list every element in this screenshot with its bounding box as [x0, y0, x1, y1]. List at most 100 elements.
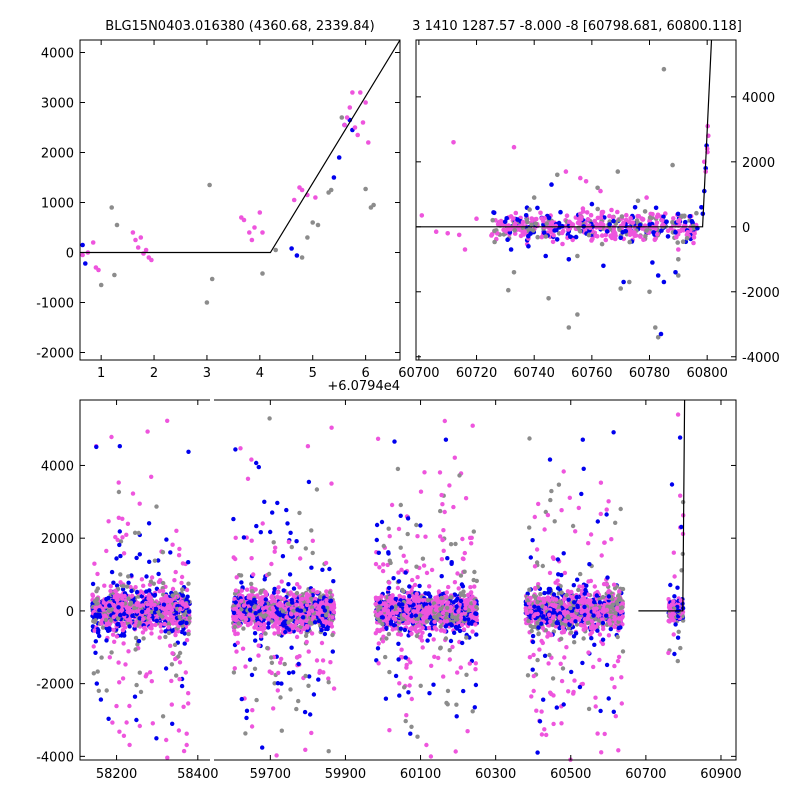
panel-a-magenta-point: [347, 105, 353, 110]
panel-c-seg1-gray-point: [455, 617, 460, 622]
panel-c-seg1-gray-point: [241, 626, 246, 631]
panel-b-magenta-point: [610, 215, 616, 220]
panel-c-seg1-magenta-point: [251, 615, 256, 621]
panel-c-seg1-blue-point: [407, 584, 412, 589]
panel-c-seg0-gray-point: [174, 673, 179, 678]
panel-b-magenta-point: [578, 175, 583, 181]
panel-c-seg1-blue-point: [322, 608, 328, 613]
panel-c-seg1-blue-point: [266, 625, 271, 630]
panel-c-seg0-blue-point: [90, 581, 96, 587]
panel-a-magenta-point: [299, 187, 305, 193]
panel-c-seg1-magenta-point: [424, 610, 429, 615]
panel-c-seg0-blue-point: [184, 620, 189, 626]
panel-c-seg1-gray-point: [286, 620, 291, 625]
panel-c-seg1-gray-point: [461, 593, 467, 598]
panel-c-seg1-magenta-point: [262, 621, 267, 627]
panel-c-seg0-magenta-point: [148, 625, 153, 630]
panel-b-gray-point: [490, 217, 496, 223]
panel-c-seg1-magenta-point: [432, 619, 437, 624]
panel-c-seg0-blue-point: [104, 596, 109, 602]
panel-c-seg1-gray-point: [236, 621, 241, 626]
panel-b-magenta-point: [632, 230, 637, 235]
panel-a-y-tick-label: 0: [66, 247, 74, 262]
panel-b-gray-point: [643, 233, 648, 239]
panel-c-seg1-magenta-point: [387, 728, 392, 733]
panel-a-y-tick-label: 1000: [41, 197, 74, 212]
panel-c-seg1-gray-point: [457, 473, 462, 478]
panel-c-seg0-blue-point: [94, 681, 100, 686]
panel-c-seg1-magenta-point: [544, 732, 549, 738]
panel-c-seg1-magenta-point: [418, 634, 424, 639]
panel-c-seg0-magenta-point: [145, 602, 150, 607]
panel-b-gray-point: [682, 213, 687, 219]
panel-b-magenta-point: [507, 226, 513, 232]
panel-c-seg1-magenta-point: [406, 617, 411, 622]
panel-c-seg0-magenta-point: [146, 596, 151, 601]
panel-c-seg1-magenta-point: [306, 599, 311, 604]
panel-b-blue-point: [651, 230, 656, 235]
panel-a-magenta-point: [363, 100, 368, 105]
panel-c-seg0-magenta-point: [152, 602, 157, 608]
panel-c-seg1-blue-point: [253, 611, 258, 616]
panel-c-seg1-blue-point: [473, 611, 478, 616]
panel-b-y-tick-label: -2000: [742, 286, 780, 301]
panel-b-magenta-point: [641, 237, 646, 242]
panel-a-gray-point: [328, 187, 334, 193]
panel-c-seg0-blue-point: [182, 631, 187, 636]
panel-c-seg0-magenta-point: [147, 670, 153, 675]
panel-c-y-tick-label: -4000: [36, 750, 74, 765]
panel-b-gray-point: [655, 335, 661, 340]
panel-c-seg1-magenta-point: [572, 678, 577, 683]
panel-b-magenta-point: [638, 234, 643, 239]
panel-c-seg1-gray-point: [444, 611, 449, 617]
panel-c-seg1-magenta-point: [305, 444, 311, 449]
panel-c-seg1-blue-point: [417, 583, 422, 589]
panel-c-seg1-blue-point: [374, 537, 379, 543]
panel-c-seg1-blue-point: [606, 696, 611, 701]
panel-c-seg1-blue-point: [443, 437, 449, 442]
panel-c-seg1-gray-point: [309, 528, 314, 533]
panel-c-seg0-magenta-point: [137, 723, 142, 729]
panel-c-seg1-gray-point: [418, 613, 423, 618]
panel-c-seg1-blue-point: [231, 610, 237, 616]
panel-c-seg1-gray-point: [243, 731, 248, 736]
panel-b-magenta-point: [462, 247, 468, 252]
panel-b-magenta-point: [560, 241, 565, 247]
panel-c-seg1-magenta-point: [266, 610, 271, 615]
panel-c-seg0-blue-point: [122, 611, 127, 617]
panel-c-seg0-magenta-point: [126, 606, 132, 611]
panel-c-seg0-magenta-point: [176, 553, 182, 558]
panel-c-seg1-magenta-point: [442, 418, 447, 424]
panel-c-seg1-gray-point: [538, 592, 543, 597]
panel-c-seg1-blue-point: [407, 594, 412, 599]
panel-c-seg1-magenta-point: [241, 615, 246, 620]
panel-c-seg1-gray-point: [286, 601, 291, 606]
panel-c-seg0-blue-point: [93, 612, 98, 617]
panel-c-seg0-gray-point: [132, 530, 138, 535]
panel-c-seg1-gray-point: [449, 595, 454, 600]
panel-c-seg1-magenta-point: [272, 631, 277, 636]
panel-c-seg1-blue-point: [320, 567, 325, 572]
panel-b-blue-point: [526, 233, 531, 239]
panel-b-magenta-point: [419, 213, 425, 218]
panel-c-seg0-gray-point: [95, 669, 100, 674]
panel-c-seg1-gray-point: [438, 645, 443, 650]
panel-b-magenta-point: [611, 228, 617, 234]
panel-b-blue-point: [502, 219, 508, 224]
panel-c-seg1-magenta-point: [564, 645, 569, 650]
panel-b-magenta-point: [599, 233, 605, 238]
panel-b-gray-point: [543, 234, 549, 239]
panel-c-seg0-gray-point: [161, 580, 166, 586]
panel-c-seg0-gray-point: [169, 662, 175, 667]
panel-c-seg0-magenta-point: [149, 474, 154, 479]
panel-c-seg0-gray-point: [160, 550, 166, 555]
panel-c-seg1-magenta-point: [294, 655, 300, 660]
panel-c-seg0-magenta-point: [162, 621, 167, 627]
panel-c-seg1-magenta-point: [380, 568, 386, 574]
panel-c-seg1-blue-point: [542, 653, 548, 658]
panel-c-seg1-blue-point: [252, 631, 258, 636]
panel-c-seg0-magenta-point: [186, 701, 191, 706]
panel-b-gray-point: [524, 217, 530, 223]
panel-c-seg1-magenta-point: [532, 564, 538, 569]
panel-a-y-tick-label: -1000: [36, 297, 74, 312]
